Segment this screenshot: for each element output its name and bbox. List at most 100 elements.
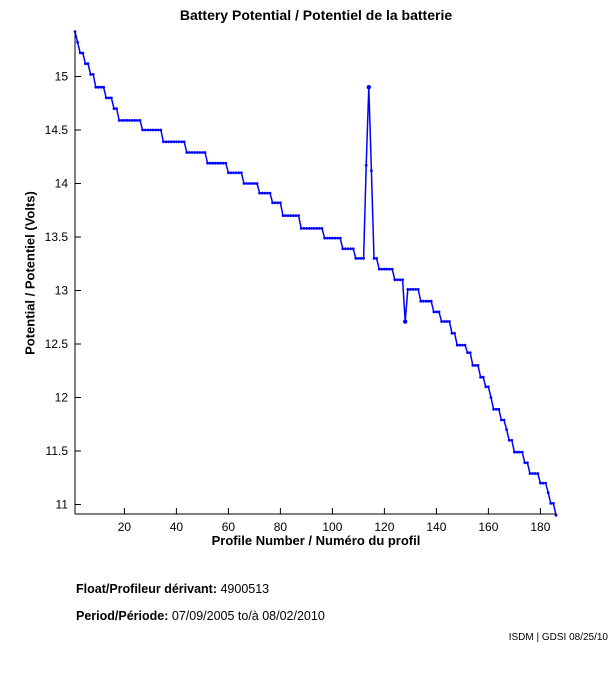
data-point-marker: [346, 247, 350, 251]
data-point-marker: [164, 140, 168, 144]
data-point-marker: [461, 343, 464, 347]
period-line: Period/Période: 07/09/2005 to/à 08/02/20…: [76, 609, 325, 623]
data-point-marker: [494, 407, 498, 411]
data-point-marker: [294, 214, 298, 218]
float-id-line: Float/Profileur dérivant: 4900513: [76, 582, 269, 596]
data-point-marker: [305, 227, 308, 230]
data-point-marker: [117, 119, 121, 122]
data-point-marker: [411, 288, 415, 291]
data-point-marker: [359, 257, 363, 260]
data-point-marker: [331, 236, 334, 240]
data-point-marker: [370, 169, 373, 173]
data-point-marker: [510, 438, 514, 442]
data-point-marker: [289, 214, 293, 218]
dip-low-marker: [403, 319, 408, 324]
data-point-marker: [424, 299, 428, 303]
data-point-marker: [502, 418, 506, 422]
data-point-marker: [437, 310, 441, 314]
data-point-marker: [554, 513, 558, 517]
data-point-marker: [232, 171, 236, 175]
y-tick-label: 15: [55, 70, 69, 84]
data-point-marker: [390, 267, 394, 271]
data-point-marker: [234, 171, 238, 175]
data-point-marker: [341, 247, 345, 251]
data-point-marker: [351, 247, 355, 251]
x-tick-label: 140: [426, 520, 446, 534]
data-point-marker: [216, 161, 220, 165]
data-point-marker: [224, 161, 228, 165]
data-point-marker: [500, 418, 503, 422]
data-point-marker: [73, 30, 77, 33]
data-point-marker: [492, 407, 495, 411]
data-point-marker: [328, 236, 332, 240]
data-point-marker: [468, 351, 472, 354]
data-point-marker: [531, 472, 534, 475]
data-point-marker: [520, 450, 524, 454]
data-point-marker: [284, 214, 287, 218]
data-point-marker: [427, 299, 430, 303]
data-point-marker: [141, 128, 145, 132]
data-point-marker: [97, 85, 100, 89]
data-point-marker: [401, 278, 404, 282]
data-point-marker: [419, 299, 423, 303]
data-point-marker: [125, 119, 129, 122]
data-point-marker: [458, 343, 462, 347]
data-point-marker: [481, 375, 485, 379]
data-point-marker: [484, 385, 488, 389]
y-tick-label: 14: [55, 177, 69, 191]
data-point-marker: [497, 407, 501, 411]
data-point-marker: [211, 161, 215, 165]
data-point-marker: [414, 288, 417, 291]
data-point-marker: [318, 227, 321, 230]
data-point-marker: [89, 73, 92, 76]
data-point-marker: [523, 461, 527, 465]
data-point-marker: [409, 288, 412, 291]
data-point-marker: [81, 51, 85, 55]
data-point-marker: [302, 227, 306, 230]
data-point-marker: [86, 62, 90, 66]
x-tick-label: 20: [118, 520, 132, 534]
x-tick-label: 180: [530, 520, 550, 534]
data-point-marker: [203, 151, 207, 154]
data-point-marker: [440, 320, 443, 323]
data-point-marker: [432, 310, 436, 314]
data-point-marker: [258, 191, 261, 195]
data-point-marker: [336, 236, 339, 240]
data-point-marker: [229, 171, 233, 175]
data-point-marker: [450, 331, 454, 335]
data-point-marker: [138, 119, 142, 122]
data-point-marker: [175, 140, 178, 144]
y-tick-label: 13: [55, 284, 69, 298]
data-point-marker: [453, 331, 456, 335]
data-point-marker: [172, 140, 176, 144]
data-point-marker: [315, 227, 319, 230]
data-point-marker: [383, 267, 386, 271]
data-point-marker: [312, 227, 316, 230]
data-point-marker: [476, 364, 480, 367]
data-point-marker: [193, 151, 197, 154]
x-axis-label: Profile Number / Numéro du profil: [211, 533, 421, 548]
data-point-marker: [429, 299, 433, 303]
data-point-marker: [104, 96, 108, 100]
data-point-marker: [513, 450, 516, 454]
data-point-marker: [375, 257, 378, 260]
data-point-marker: [539, 481, 542, 485]
data-point-marker: [528, 472, 532, 475]
data-point-marker: [466, 351, 469, 354]
data-point-marker: [240, 171, 243, 175]
data-point-marker: [416, 288, 420, 291]
data-point-marker: [541, 481, 545, 485]
data-point-marker: [115, 107, 118, 110]
data-point-marker: [455, 343, 459, 347]
data-point-marker: [195, 151, 199, 154]
data-point-marker: [120, 119, 124, 122]
data-point-marker: [159, 128, 163, 132]
data-point-marker: [143, 128, 147, 132]
data-point-marker: [279, 201, 282, 205]
data-point-marker: [463, 343, 467, 347]
data-point-marker: [151, 128, 155, 132]
data-point-marker: [544, 481, 547, 485]
data-point-marker: [536, 472, 540, 475]
data-point-marker: [385, 267, 389, 271]
